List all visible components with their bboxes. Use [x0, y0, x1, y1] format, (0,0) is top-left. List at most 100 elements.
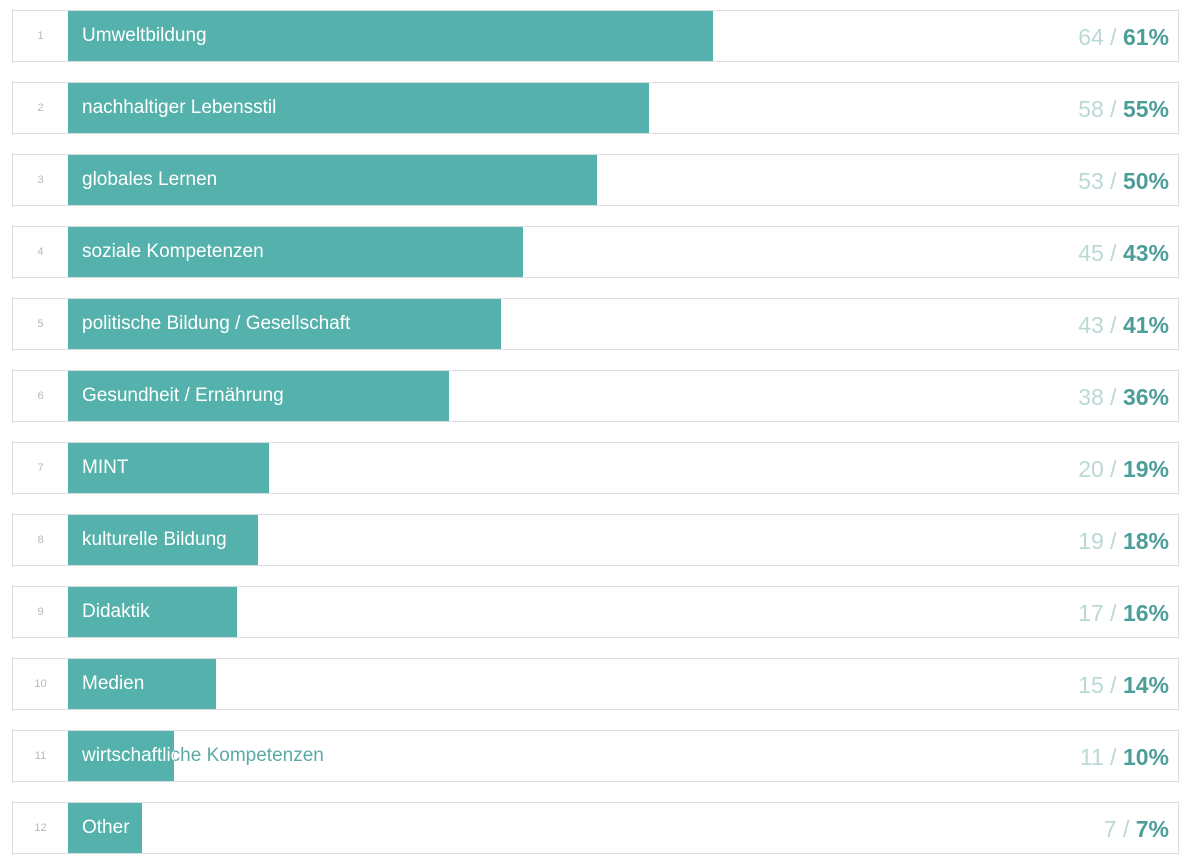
percent-value: 7% [1135, 816, 1169, 842]
separator: / [1103, 744, 1123, 770]
bar: Didaktik [68, 587, 237, 637]
category-label-on-bar: politische Bildung / Gesellschaft [82, 313, 351, 334]
rank-number: 3 [37, 174, 44, 186]
value-readout: 64 / 61% [1078, 11, 1169, 61]
bar-track: MedienMedien15 / 14% [68, 659, 1178, 709]
bar-row: 1UmweltbildungUmweltbildung64 / 61% [12, 10, 1179, 62]
count-value: 64 [1078, 24, 1104, 50]
category-label-on-bar: wirtschaftliche Kompetenzen [82, 745, 174, 766]
bar: Gesundheit / Ernährung [68, 371, 449, 421]
percent-value: 41% [1122, 312, 1169, 338]
bar: Other [68, 803, 142, 853]
percent-value: 43% [1122, 240, 1169, 266]
count-value: 7 [1103, 816, 1117, 842]
value-readout: 15 / 14% [1078, 659, 1169, 709]
bar-row: 6 Gesundheit / ErnährungGesundheit / Ernä… [12, 370, 1179, 422]
bar-track: wirtschaftliche Kompetenzenwirtschaftlic… [68, 731, 1178, 781]
bar: nachhaltiger Lebensstil [68, 83, 649, 133]
category-label-on-bar: MINT [82, 457, 129, 478]
category-label-on-bar: kulturelle Bildung [82, 529, 227, 550]
percent-value: 61% [1122, 24, 1169, 50]
bar: Umweltbildung [68, 11, 713, 61]
percent-value: 55% [1122, 96, 1169, 122]
rank-number: 11 [34, 750, 47, 762]
percent-value: 14% [1122, 672, 1169, 698]
rank-number: 10 [34, 678, 47, 690]
separator: / [1116, 816, 1136, 842]
rank-number: 7 [37, 462, 44, 474]
bar-track: DidaktikDidaktik17 / 16% [68, 587, 1178, 637]
bar: MINT [68, 443, 269, 493]
bar-row: 7MINTMINT20 / 19% [12, 442, 1179, 494]
bar: politische Bildung / Gesellschaft [68, 299, 501, 349]
separator: / [1103, 384, 1123, 410]
percent-value: 10% [1122, 744, 1169, 770]
bar: Medien [68, 659, 216, 709]
separator: / [1103, 672, 1123, 698]
percent-value: 16% [1122, 600, 1169, 626]
count-value: 11 [1079, 744, 1104, 770]
value-readout: 45 / 43% [1078, 227, 1169, 277]
count-value: 38 [1078, 384, 1104, 410]
count-value: 19 [1078, 528, 1104, 554]
separator: / [1103, 240, 1123, 266]
percent-value: 19% [1122, 456, 1169, 482]
bar-row: 12OtherOther7 / 7% [12, 802, 1179, 854]
rank-number: 5 [37, 318, 44, 330]
bar-track: soziale Kompetenzensoziale Kompetenzen45… [68, 227, 1178, 277]
bar-track: politische Bildung / Gesellschaftpolitis… [68, 299, 1178, 349]
bar-track: MINTMINT20 / 19% [68, 443, 1178, 493]
count-value: 17 [1078, 600, 1104, 626]
rank-number: 8 [37, 534, 44, 546]
count-value: 53 [1078, 168, 1104, 194]
rank-number: 2 [37, 102, 44, 114]
category-label-on-bar: Other [82, 817, 130, 838]
bar-row: 10MedienMedien15 / 14% [12, 658, 1179, 710]
count-value: 15 [1078, 672, 1104, 698]
separator: / [1103, 456, 1123, 482]
category-label-on-bar: Medien [82, 673, 145, 694]
percent-value: 36% [1122, 384, 1169, 410]
bar: kulturelle Bildung [68, 515, 258, 565]
value-readout: 53 / 50% [1078, 155, 1169, 205]
bar-row: 11 wirtschaftliche Kompetenzen wirtschaftl… [12, 730, 1179, 782]
value-readout: 58 / 55% [1078, 83, 1169, 133]
category-label-on-bar: nachhaltiger Lebensstil [82, 97, 277, 118]
value-readout: 11 / 10% [1080, 731, 1169, 781]
rank-number: 6 [37, 390, 44, 402]
value-readout: 19 / 18% [1078, 515, 1169, 565]
count-value: 58 [1078, 96, 1104, 122]
rank-number: 4 [37, 246, 44, 258]
category-label-on-bar: Gesundheit / Ernährung [82, 385, 284, 406]
rank-number: 12 [34, 822, 47, 834]
separator: / [1103, 528, 1123, 554]
bar-track: OtherOther7 / 7% [68, 803, 1178, 853]
bar-row: 2 nachhaltiger Lebensstilnachhaltiger Leb… [12, 82, 1179, 134]
bar-track: Gesundheit / ErnährungGesundheit / Ernäh… [68, 371, 1178, 421]
bar: globales Lernen [68, 155, 597, 205]
value-readout: 7 / 7% [1104, 803, 1169, 853]
bar-row: 5 politische Bildung / Gesellschaftpoliti… [12, 298, 1179, 350]
rank-number: 9 [37, 606, 44, 618]
category-label-on-bar: globales Lernen [82, 169, 218, 190]
separator: / [1103, 96, 1123, 122]
value-readout: 17 / 16% [1078, 587, 1169, 637]
separator: / [1103, 600, 1123, 626]
percent-value: 50% [1122, 168, 1169, 194]
bar-row: 9DidaktikDidaktik17 / 16% [12, 586, 1179, 638]
value-readout: 43 / 41% [1078, 299, 1169, 349]
separator: / [1103, 312, 1123, 338]
count-value: 43 [1078, 312, 1104, 338]
value-readout: 20 / 19% [1078, 443, 1169, 493]
count-value: 45 [1078, 240, 1104, 266]
category-label-on-bar: soziale Kompetenzen [82, 241, 264, 262]
bar: wirtschaftliche Kompetenzen [68, 731, 174, 781]
separator: / [1103, 168, 1123, 194]
bar: soziale Kompetenzen [68, 227, 523, 277]
